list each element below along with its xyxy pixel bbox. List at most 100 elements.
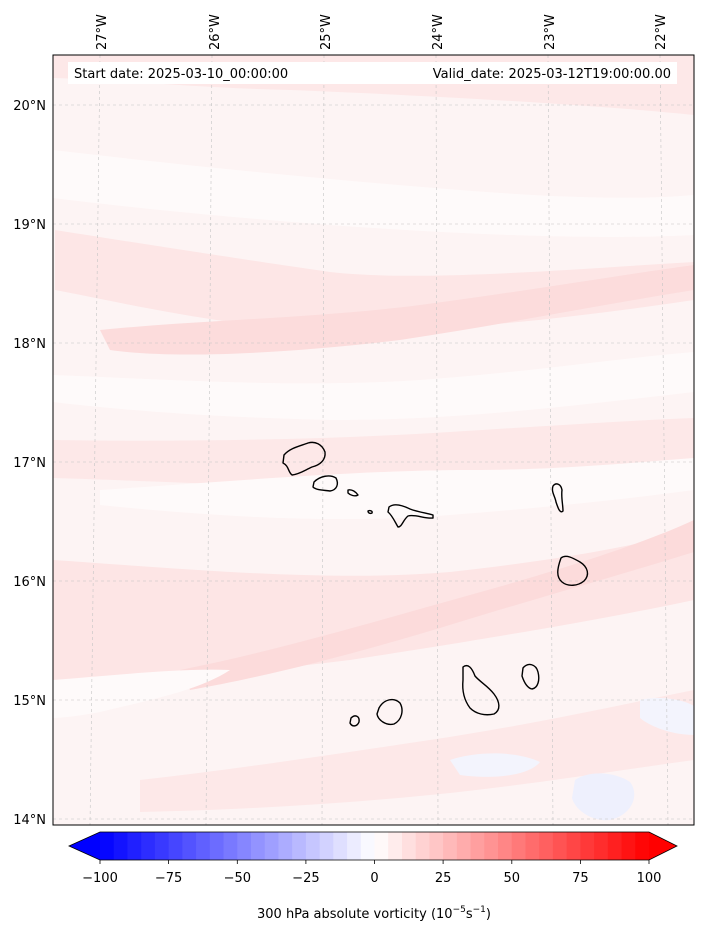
colorbar-swatches <box>100 832 650 860</box>
lat-label-15n: 15°N <box>13 694 46 709</box>
colorbar-swatch <box>552 832 568 860</box>
colorbar-swatch <box>319 832 334 860</box>
colorbar-label-mid: s <box>466 907 473 922</box>
colorbar-tick-label: −50 <box>224 871 251 886</box>
gridline-lon-25w <box>321 55 325 825</box>
colorbar-swatch <box>498 832 513 860</box>
colorbar-swatch <box>484 832 499 860</box>
island-maio <box>521 663 540 690</box>
map-frame <box>52 54 695 826</box>
lon-label-27w: 27°W <box>95 14 110 50</box>
colorbar-swatch <box>621 832 636 860</box>
colorbar-swatch <box>401 832 417 860</box>
vorticity-band <box>53 530 694 682</box>
colorbar-swatch <box>635 832 650 860</box>
colorbar-swatch <box>196 832 211 860</box>
colorbar-swatch <box>168 832 183 860</box>
map-area: Start date: 2025-03-10_00:00:00 Valid_da… <box>53 55 694 825</box>
colorbar-swatch <box>594 832 609 860</box>
colorbar-label-main: 300 hPa absolute vorticity (10 <box>257 907 453 922</box>
colorbar-swatch <box>347 832 362 860</box>
gridline-lon-27w <box>89 55 101 825</box>
colorbar-label-sup2: −1 <box>473 905 486 915</box>
island-santiago <box>462 664 500 716</box>
lat-label-18n: 18°N <box>13 337 46 352</box>
valid-date-label: Valid_date: 2025-03-12T19:00:00.00 <box>433 67 671 82</box>
colorbar-swatch <box>305 832 321 860</box>
colorbar-swatch <box>278 832 293 860</box>
colorbar-swatch <box>113 832 128 860</box>
colorbar-swatch <box>100 832 115 860</box>
colorbar-swatch <box>470 832 485 860</box>
colorbar-tick-label: −25 <box>292 871 319 886</box>
colorbar-swatch <box>607 832 622 860</box>
map-gridlines <box>53 55 694 825</box>
colorbar-swatch <box>566 832 581 860</box>
vorticity-negative-patch <box>450 753 540 777</box>
lat-label-19n: 19°N <box>13 218 46 233</box>
colorbar-swatch <box>250 832 266 860</box>
vorticity-band <box>100 458 694 520</box>
island-brava <box>349 715 360 727</box>
colorbar: −100 −75 −50 −25 0 25 50 75 100 300 hPa … <box>68 831 678 922</box>
vorticity-band <box>53 352 694 420</box>
lat-label-20n: 20°N <box>13 99 46 114</box>
colorbar-swatch <box>415 832 430 860</box>
colorbar-swatch <box>456 832 471 860</box>
colorbar-label: 300 hPa absolute vorticity (10−5s−1) <box>257 905 491 922</box>
gridline-lon-23w <box>547 55 554 825</box>
colorbar-swatch <box>443 832 458 860</box>
colorbar-swatch <box>223 832 238 860</box>
longitude-labels: 27°W 26°W 25°W 24°W 23°W 22°W <box>95 14 669 50</box>
colorbar-ticks <box>99 860 650 864</box>
island-sao-vicente <box>312 475 339 492</box>
colorbar-extend-low <box>69 832 100 860</box>
colorbar-swatch <box>237 832 252 860</box>
colorbar-label-close: ) <box>486 907 491 922</box>
lon-label-24w: 24°W <box>431 14 446 50</box>
island-sal <box>551 483 564 513</box>
colorbar-swatch <box>374 832 389 860</box>
colorbar-swatch <box>525 832 540 860</box>
island-ilheu <box>367 509 373 515</box>
lat-label-17n: 17°N <box>13 456 46 471</box>
colorbar-tick-label: −75 <box>155 871 182 886</box>
island-coastlines <box>282 441 589 727</box>
gridline-lon-24w <box>435 55 439 825</box>
island-sao-nicolau <box>387 504 434 528</box>
colorbar-swatch <box>182 832 197 860</box>
vorticity-band <box>100 265 694 355</box>
start-date-label: Start date: 2025-03-10_00:00:00 <box>74 67 288 82</box>
colorbar-swatch <box>127 832 142 860</box>
lat-label-14n: 14°N <box>13 813 46 828</box>
island-fogo <box>376 698 403 726</box>
gridline-lon-26w <box>205 55 213 825</box>
colorbar-tick-label: 75 <box>572 871 589 886</box>
island-santa-luzia <box>347 489 359 497</box>
colorbar-swatch <box>141 832 156 860</box>
lat-label-16n: 16°N <box>13 575 46 590</box>
colorbar-swatch <box>539 832 554 860</box>
vorticity-band <box>53 150 694 237</box>
colorbar-tick-label: −100 <box>82 871 118 886</box>
colorbar-swatch <box>388 832 403 860</box>
colorbar-tick-label: 50 <box>504 871 521 886</box>
colorbar-swatch <box>333 832 348 860</box>
vorticity-band <box>140 690 694 812</box>
colorbar-swatch <box>511 832 526 860</box>
colorbar-tick-labels: −100 −75 −50 −25 0 25 50 75 100 <box>82 871 661 886</box>
colorbar-swatch <box>429 832 444 860</box>
vorticity-negative-patch <box>572 773 635 821</box>
colorbar-swatch <box>209 832 224 860</box>
lon-label-22w: 22°W <box>654 14 669 50</box>
colorbar-swatch <box>264 832 279 860</box>
vorticity-band <box>53 669 230 718</box>
colorbar-tick-label: 25 <box>435 871 452 886</box>
gridline-lon-22w <box>659 55 669 825</box>
colorbar-swatch <box>580 832 595 860</box>
vorticity-field <box>53 55 694 821</box>
lon-label-26w: 26°W <box>208 14 223 50</box>
colorbar-swatch <box>154 832 170 860</box>
colorbar-tick-label: 100 <box>637 871 662 886</box>
